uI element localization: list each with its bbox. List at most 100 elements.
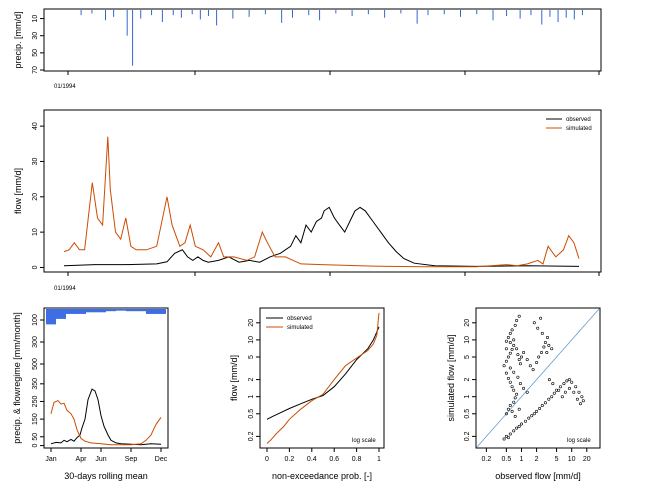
scatter-x-axis: 0.2 0.5 1 2 5 10 20: [482, 448, 591, 463]
scatter-point: [542, 345, 546, 349]
regime-flow-y-tick-label: 250: [32, 396, 39, 408]
scatter-point: [550, 395, 554, 399]
scatter-point: [547, 397, 551, 401]
scatter-x-tick-label: 1: [520, 456, 524, 463]
scatter-point: [508, 403, 512, 407]
scatter-point: [532, 412, 536, 416]
scatter-point: [502, 437, 506, 441]
scatter-point: [518, 362, 522, 366]
scatter-point: [517, 424, 521, 428]
scatter-y-tick-label: 0.2: [464, 431, 471, 441]
regime-x-tick-label: Jan: [45, 456, 56, 463]
scatter-point: [519, 422, 523, 426]
scatter-point: [515, 318, 519, 322]
fdc-panel: 0.2 0.5 1 2 5 10 20 0 0.2 0.4 0.6 0.8 1 non-exceeda…: [229, 307, 385, 481]
scatter-point: [562, 382, 566, 386]
flow-legend-simulated-label: simulated: [566, 126, 592, 132]
scatter-point: [552, 391, 556, 395]
scatter-x-axis-label: observed flow [mm/d]: [495, 471, 581, 481]
scatter-point: [580, 395, 584, 399]
fdc-y-tick-label: 0.2: [248, 431, 255, 441]
flow-simulated-line: [63, 136, 580, 268]
scatter-point: [527, 416, 531, 420]
scatter-point: [517, 314, 521, 318]
fdc-x-tick-label: 0.2: [285, 456, 295, 463]
scatter-point: [540, 331, 544, 335]
scatter-point: [513, 323, 517, 327]
flow-legend-observed-label: observed: [566, 117, 591, 123]
scatter-y-axis-label: simulated flow [mm/d]: [446, 334, 456, 421]
scatter-y-axis: 0.2 0.5 1 2 5 10 20: [464, 319, 476, 441]
precip-plot-frame: [43, 8, 602, 72]
regime-simulated-line: [50, 399, 162, 446]
scatter-point: [523, 419, 527, 423]
scatter-point: [504, 412, 508, 416]
regime-precip-bar: [66, 309, 76, 314]
fdc-x-tick-label: 0.8: [352, 456, 362, 463]
fdc-simulated-line: [266, 312, 380, 444]
flow-y-tick-label: 20: [32, 193, 39, 201]
scatter-point: [540, 403, 544, 407]
scatter-point: [504, 347, 508, 351]
scatter-point: [550, 347, 554, 351]
scatter-point: [528, 364, 532, 368]
precip-y-tick-label: 70: [32, 66, 39, 74]
flow-panel: 0 10 20 30 40 01/1994 flow [mm/d] observed s…: [13, 109, 602, 292]
scatter-point: [570, 380, 574, 384]
scatter-x-tick-label: 10: [568, 456, 576, 463]
precip-y-tick-label: 30: [32, 32, 39, 40]
regime-flow-y-tick-label: 350: [32, 378, 39, 390]
regime-precip-bar: [106, 309, 116, 312]
scatter-point: [506, 355, 510, 359]
scatter-point: [516, 375, 520, 379]
scatter-point: [530, 414, 534, 418]
scatter-x-tick-label: 0.2: [482, 456, 492, 463]
scatter-point: [558, 385, 562, 389]
scatter-point: [547, 343, 551, 347]
scatter-point: [508, 331, 512, 335]
scatter-point: [515, 392, 519, 396]
scatter-point: [572, 390, 576, 394]
flow-observed-line: [63, 206, 580, 267]
fdc-y-tick-label: 0.5: [248, 409, 255, 419]
scatter-point: [522, 350, 526, 354]
scatter-point: [519, 355, 523, 359]
scatter-point: [543, 401, 547, 405]
scatter-point: [531, 368, 535, 372]
scatter-panel: 0.2 0.5 1 2 5 10 20 0.2 0.5 1 2 5 10 20 observed flo…: [446, 307, 601, 481]
regime-precip-bar: [156, 309, 166, 314]
regime-precip-y-axis: 100 300 500: [32, 314, 44, 370]
scatter-point: [515, 347, 519, 351]
scatter-point: [532, 321, 536, 325]
scatter-y-tick-label: 2: [464, 378, 471, 382]
scatter-point: [551, 382, 555, 386]
flow-x-axis: [67, 272, 600, 276]
regime-precip-bar: [96, 309, 106, 313]
scatter-x-tick-label: 2: [535, 456, 539, 463]
regime-plot-frame: [43, 307, 169, 449]
scatter-point: [504, 359, 508, 363]
scatter-point: [539, 316, 543, 320]
flow-y-tick-label: 0: [32, 265, 39, 269]
scatter-point: [574, 385, 578, 389]
flow-x-tick-label: 01/1994: [54, 286, 76, 292]
precip-y-axis-label: precip. [mm/d]: [13, 11, 23, 68]
scatter-point: [545, 350, 549, 354]
scatter-x-tick-label: 20: [583, 456, 591, 463]
regime-precip-bar: [46, 309, 56, 325]
scatter-point: [535, 360, 539, 364]
fdc-legend-observed-label: observed: [287, 316, 312, 322]
scatter-point: [518, 382, 522, 386]
flow-y-tick-label: 10: [32, 228, 39, 236]
fdc-y-tick-label: 10: [248, 336, 255, 344]
scatter-point: [525, 390, 529, 394]
scatter-point: [510, 385, 514, 389]
scatter-point: [522, 386, 526, 390]
scatter-point: [508, 340, 512, 344]
scatter-point: [504, 371, 508, 375]
regime-panel: 100 300 500 0 50 150 250 350 Jan Apr Jun Sep Dec 3…: [12, 307, 169, 481]
scatter-point: [513, 396, 517, 400]
precip-x-tick-label: 01/1994: [54, 84, 76, 90]
scatter-point: [516, 353, 520, 357]
flow-y-axis: 0 10 20 30 40: [32, 122, 44, 269]
